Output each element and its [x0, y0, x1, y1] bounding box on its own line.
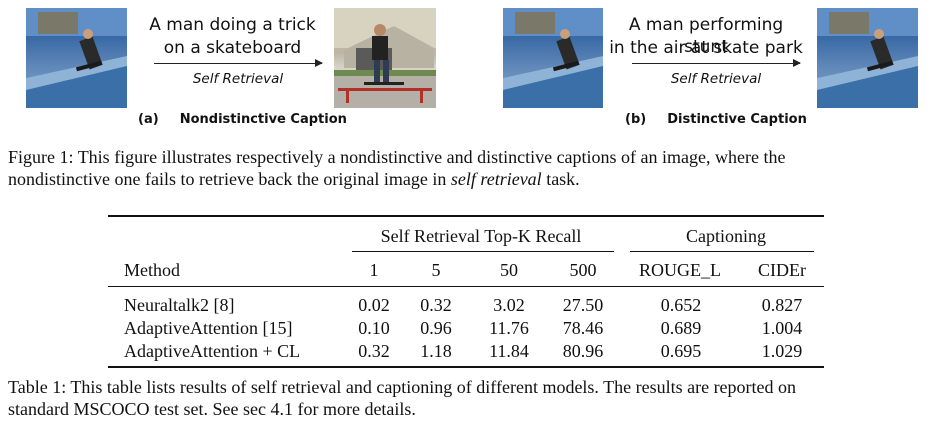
col-header-k50: 50 — [500, 260, 518, 280]
header-bottom-rule — [108, 286, 824, 287]
table-row-3-method: AdaptiveAttention + CL — [124, 341, 301, 361]
table-row-2-method: AdaptiveAttention [15] — [124, 318, 293, 338]
table-row-2-cider: 1.004 — [761, 318, 803, 338]
skateboard-trick-photo — [334, 8, 436, 108]
table-row-2-k500: 78.46 — [562, 318, 604, 338]
table-row-2-rouge: 0.689 — [660, 318, 702, 338]
table-row-1-rouge: 0.652 — [660, 295, 702, 315]
col-header-rouge: ROUGE_L — [639, 260, 721, 280]
table-top-rule — [108, 215, 824, 217]
figure-caption-text1: This figure illustrates respectively a n… — [77, 147, 786, 167]
caption-b-line2: in the air at skate park — [609, 38, 803, 58]
col-header-k5: 5 — [431, 260, 441, 280]
table-row-1-k1: 0.02 — [358, 295, 390, 315]
table-row-3-k1: 0.32 — [358, 341, 390, 361]
col-header-k500: 500 — [569, 260, 597, 280]
figure-caption-italic: self retrieval — [450, 169, 542, 189]
table-caption-line1: Table 1: This table lists results of sel… — [8, 376, 938, 398]
table-row-3-k50: 11.84 — [489, 341, 529, 361]
table-row-2-k5: 0.96 — [420, 318, 452, 338]
skate-park-photo-a — [26, 8, 127, 108]
group-rule-retrieval — [352, 251, 614, 252]
figure-caption-text2a: nondistinctive one fails to retrieve bac… — [8, 169, 447, 189]
figure-caption-text2b: task. — [546, 169, 580, 189]
arrow-a — [154, 59, 323, 67]
table-caption-prefix: Table 1: — [8, 377, 67, 397]
figure-caption-prefix: Figure 1: — [8, 147, 74, 167]
caption-b-line1: A man performing stunt — [628, 15, 784, 57]
arrow-b — [632, 59, 801, 67]
table-row-1-cider: 0.827 — [761, 295, 803, 315]
group-rule-captioning — [630, 251, 814, 252]
self-retrieval-label-a: Self Retrieval — [192, 71, 284, 87]
panel-b-label: (b) Distinctive Caption — [625, 112, 807, 127]
panel-a-prefix: (a) — [138, 112, 159, 127]
panel-a-title: Nondistinctive Caption — [179, 112, 347, 127]
table-row-3-rouge: 0.695 — [660, 341, 702, 361]
col-header-cider: CIDEr — [758, 260, 806, 280]
table-row-1-method: Neuraltalk2 [8] — [124, 295, 235, 315]
panel-b-title: Distinctive Caption — [667, 112, 807, 127]
skate-park-photo-b — [503, 8, 603, 108]
group-header-retrieval: Self Retrieval Top-K Recall — [380, 226, 582, 246]
self-retrieval-label-b: Self Retrieval — [670, 71, 762, 87]
skate-park-photo-b-retrieved — [817, 8, 918, 108]
table-caption-text1: This table lists results of self retriev… — [70, 377, 797, 397]
table-bottom-rule — [108, 366, 824, 368]
figure-caption: Figure 1: This figure illustrates respec… — [8, 146, 938, 190]
table-row-1-k5: 0.32 — [420, 295, 452, 315]
panel-a-label: (a) Nondistinctive Caption — [138, 112, 347, 127]
table-row-3-k5: 1.18 — [420, 341, 452, 361]
col-header-method: Method — [124, 260, 180, 280]
table-row-3-k500: 80.96 — [562, 341, 604, 361]
table-row-2-k50: 11.76 — [489, 318, 529, 338]
figure-caption-line1: Figure 1: This figure illustrates respec… — [8, 146, 938, 168]
panel-b-prefix: (b) — [625, 112, 647, 127]
table-row-3-cider: 1.029 — [761, 341, 803, 361]
col-header-k1: 1 — [369, 260, 379, 280]
caption-a-line2: on a skateboard — [163, 38, 302, 58]
group-header-captioning: Captioning — [686, 226, 766, 246]
table-row-1-k500: 27.50 — [562, 295, 604, 315]
table-caption: Table 1: This table lists results of sel… — [8, 376, 938, 420]
table-row-2-k1: 0.10 — [358, 318, 390, 338]
caption-a-line1: A man doing a trick — [149, 15, 316, 35]
figure-caption-line2: nondistinctive one fails to retrieve bac… — [8, 168, 938, 190]
table-caption-line2: standard MSCOCO test set. See sec 4.1 fo… — [8, 399, 416, 419]
table-row-1-k50: 3.02 — [493, 295, 525, 315]
